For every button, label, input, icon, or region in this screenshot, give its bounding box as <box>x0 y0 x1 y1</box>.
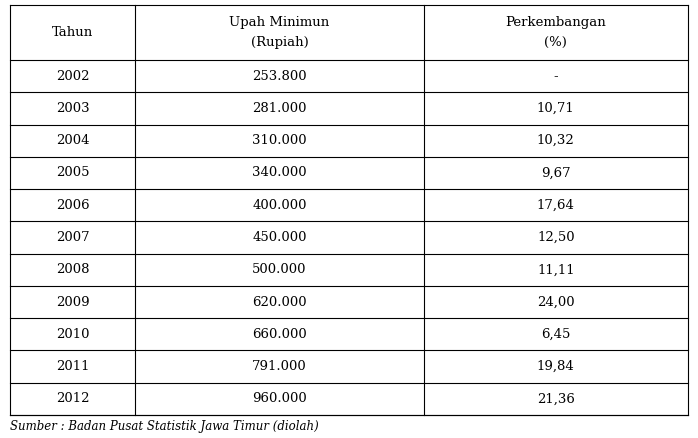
Text: 11,11: 11,11 <box>537 263 574 276</box>
Text: 2003: 2003 <box>56 102 89 115</box>
Text: Upah Minimun: Upah Minimun <box>230 16 329 29</box>
Text: 21,36: 21,36 <box>537 392 574 405</box>
Text: 960.000: 960.000 <box>252 392 307 405</box>
Text: 2010: 2010 <box>56 328 89 341</box>
Text: 17,64: 17,64 <box>537 199 574 212</box>
Text: 12,50: 12,50 <box>537 231 574 244</box>
Text: 2002: 2002 <box>56 70 89 83</box>
Text: Perkembangan: Perkembangan <box>505 16 606 29</box>
Text: 10,71: 10,71 <box>537 102 574 115</box>
Text: Sumber : Badan Pusat Statistik Jawa Timur (diolah): Sumber : Badan Pusat Statistik Jawa Timu… <box>10 420 319 433</box>
Text: 253.800: 253.800 <box>252 70 307 83</box>
Text: 281.000: 281.000 <box>252 102 306 115</box>
Text: 2011: 2011 <box>56 360 89 373</box>
Text: 2012: 2012 <box>56 392 89 405</box>
Text: 9,67: 9,67 <box>541 166 570 180</box>
Text: 2007: 2007 <box>56 231 89 244</box>
Text: 2008: 2008 <box>56 263 89 276</box>
Text: 2005: 2005 <box>56 166 89 180</box>
Text: 660.000: 660.000 <box>252 328 307 341</box>
Text: Tahun: Tahun <box>52 26 94 39</box>
Text: 24,00: 24,00 <box>537 296 574 308</box>
Text: -: - <box>554 70 558 83</box>
Text: 2006: 2006 <box>56 199 89 212</box>
Text: 2004: 2004 <box>56 134 89 147</box>
Text: 620.000: 620.000 <box>252 296 307 308</box>
Text: 340.000: 340.000 <box>252 166 307 180</box>
Text: 6,45: 6,45 <box>541 328 570 341</box>
Text: 19,84: 19,84 <box>537 360 574 373</box>
Text: 2009: 2009 <box>56 296 89 308</box>
Text: 10,32: 10,32 <box>537 134 574 147</box>
Text: (Rupiah): (Rupiah) <box>251 36 309 49</box>
Text: 500.000: 500.000 <box>252 263 306 276</box>
Text: (%): (%) <box>544 36 567 49</box>
Text: 791.000: 791.000 <box>252 360 307 373</box>
Text: 450.000: 450.000 <box>252 231 306 244</box>
Text: 310.000: 310.000 <box>252 134 307 147</box>
Text: 400.000: 400.000 <box>252 199 306 212</box>
